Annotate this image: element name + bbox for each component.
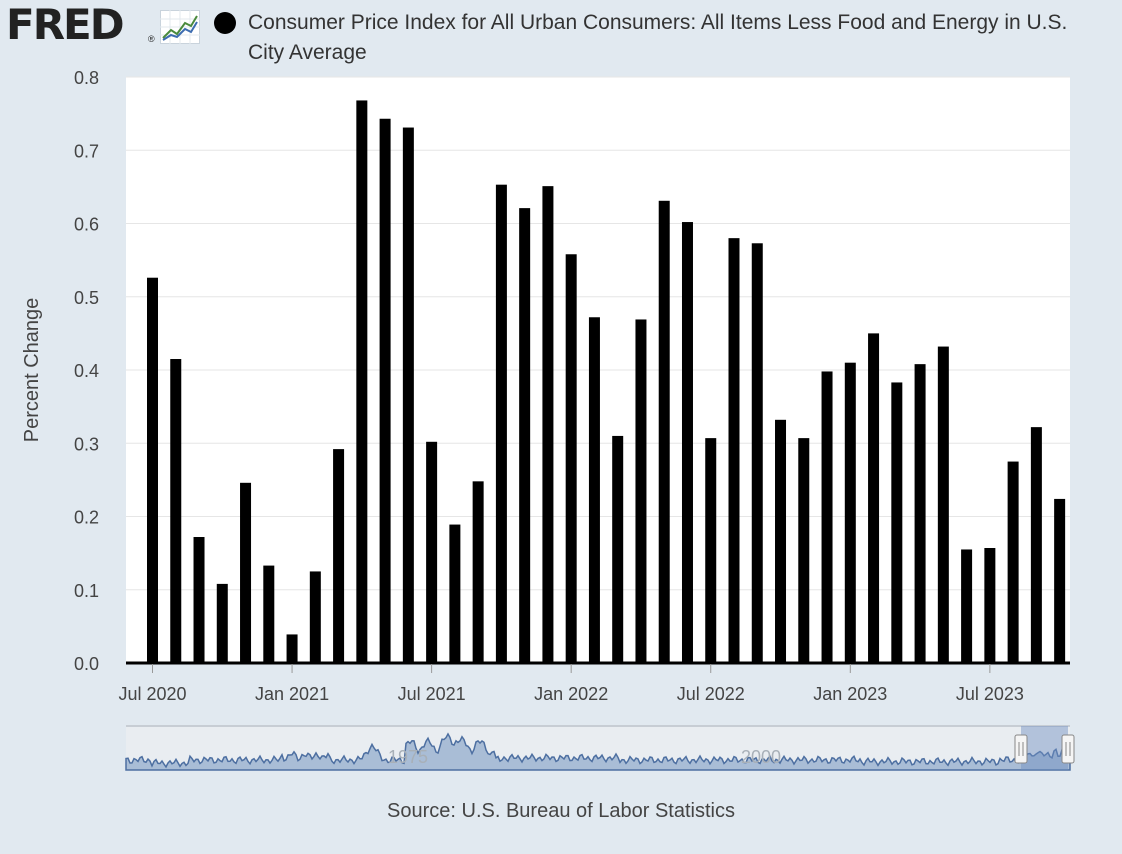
bar[interactable] <box>286 634 298 663</box>
x-tick-label: Jan 2021 <box>255 684 329 704</box>
bar[interactable] <box>263 565 275 663</box>
bar[interactable] <box>868 333 880 664</box>
bar[interactable] <box>240 482 252 663</box>
fred-logo[interactable]: FRED ® <box>6 0 200 49</box>
bar[interactable] <box>402 127 414 664</box>
navigator-right-handle[interactable] <box>1061 734 1075 764</box>
bar[interactable] <box>984 548 996 663</box>
bar[interactable] <box>821 371 833 663</box>
y-tick-label: 0.4 <box>74 361 99 381</box>
chart: 0.0 0.1 0.2 0.3 0.4 0.5 0.6 0.7 0.8 Jul 2020 Jan … <box>21 68 1075 771</box>
bar[interactable] <box>588 317 600 663</box>
x-tick-label: Jan 2022 <box>534 684 608 704</box>
x-tick-label: Jul 2021 <box>398 684 466 704</box>
x-tick-label: Jul 2023 <box>956 684 1024 704</box>
y-tick-label: 0.5 <box>74 288 99 308</box>
y-axis-label: Percent Change <box>21 298 43 443</box>
bar[interactable] <box>1007 461 1019 663</box>
bar[interactable] <box>961 549 973 663</box>
navigator-label-1975: 1975 <box>388 747 428 767</box>
bar[interactable] <box>751 243 763 663</box>
y-tick-label: 0.2 <box>74 508 99 528</box>
x-axis: Jul 2020 Jan 2021 Jul 2021 Jan 2022 Jul 2022… <box>118 664 1024 704</box>
bar[interactable] <box>844 362 856 663</box>
y-tick-label: 0.6 <box>74 215 99 235</box>
bar[interactable] <box>937 346 949 663</box>
y-axis: 0.0 0.1 0.2 0.3 0.4 0.5 0.6 0.7 0.8 <box>74 68 99 674</box>
bar[interactable] <box>1054 498 1066 663</box>
x-tick-label: Jul 2020 <box>118 684 186 704</box>
y-tick-label: 0.7 <box>74 141 99 161</box>
bar[interactable] <box>309 571 321 663</box>
logo-text: FRED <box>6 0 125 49</box>
bar[interactable] <box>705 438 717 663</box>
bar[interactable] <box>565 254 577 663</box>
bar[interactable] <box>658 200 670 664</box>
bar[interactable] <box>449 524 461 663</box>
bar[interactable] <box>681 222 693 664</box>
bar[interactable] <box>542 186 554 663</box>
bar[interactable] <box>495 184 507 663</box>
bar[interactable] <box>216 583 228 663</box>
y-tick-label: 0.0 <box>74 654 99 674</box>
bar[interactable] <box>612 435 624 663</box>
bar[interactable] <box>1030 427 1042 663</box>
logo-registered-mark: ® <box>148 34 155 44</box>
bar[interactable] <box>728 238 740 663</box>
y-tick-label: 0.8 <box>74 68 99 88</box>
bar[interactable] <box>426 441 438 663</box>
x-tick-label: Jul 2022 <box>677 684 745 704</box>
bar[interactable] <box>891 382 903 663</box>
bar[interactable] <box>914 364 926 663</box>
bar[interactable] <box>798 438 810 663</box>
y-tick-label: 0.3 <box>74 434 99 454</box>
bars[interactable] <box>147 100 1066 664</box>
bar[interactable] <box>356 100 368 663</box>
bar[interactable] <box>379 118 391 663</box>
bar[interactable] <box>775 419 787 663</box>
bar[interactable] <box>193 537 205 663</box>
chart-title: Consumer Price Index for All Urban Consu… <box>248 11 1068 64</box>
bar[interactable] <box>147 277 158 663</box>
bar[interactable] <box>170 359 182 663</box>
y-tick-label: 0.1 <box>74 581 99 601</box>
bar[interactable] <box>519 208 531 663</box>
bar[interactable] <box>635 319 647 663</box>
bar[interactable] <box>472 481 484 663</box>
source-note: Source: U.S. Bureau of Labor Statistics <box>387 800 735 822</box>
x-tick-label: Jan 2023 <box>813 684 887 704</box>
range-navigator[interactable]: 1975 2000 <box>125 725 1075 771</box>
line-chart-icon <box>160 10 200 44</box>
chart-header: FRED ® Consumer Price Index for All Urba… <box>0 0 1122 75</box>
navigator-left-handle[interactable] <box>1014 734 1028 764</box>
navigator-selection[interactable] <box>1021 726 1068 770</box>
navigator-series <box>125 732 1071 771</box>
legend-marker <box>214 12 236 34</box>
navigator-label-2000: 2000 <box>741 747 781 767</box>
bar[interactable] <box>333 449 345 663</box>
